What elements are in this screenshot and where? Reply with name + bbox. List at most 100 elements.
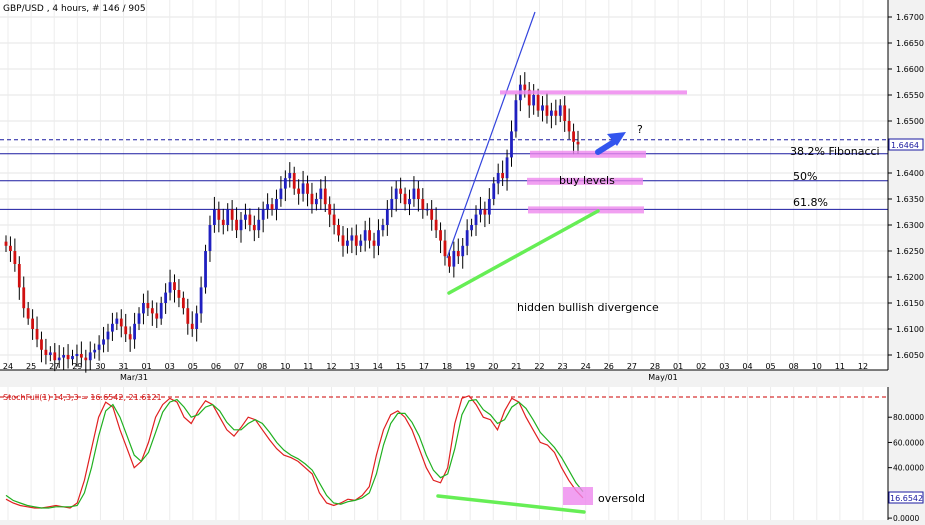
time-tick-label: 31 (118, 362, 128, 371)
divergence-label: hidden bullish divergence (517, 301, 659, 314)
time-tick-label: 12 (858, 362, 868, 371)
current-price-tag (888, 138, 924, 151)
divergence-line-stoch (436, 494, 586, 514)
time-tick-label: 14 (373, 362, 383, 371)
time-tick-label: 27 (627, 362, 637, 371)
price-tick-label: 1.6600 (896, 65, 924, 74)
candle-bear (536, 95, 540, 111)
resistance-band (500, 90, 687, 95)
candle-bull (425, 209, 429, 211)
time-tick-label: 01 (142, 362, 152, 371)
candle-bear (181, 297, 185, 309)
candle-bear (368, 230, 371, 241)
price-tick-label: 1.6550 (896, 91, 924, 100)
candle-bull (71, 356, 74, 360)
time-tick-label: 12 (326, 362, 336, 371)
candle-bull (470, 225, 473, 231)
candle-bear (31, 318, 35, 329)
candle-bull (111, 323, 114, 332)
time-tick-label: 22 (534, 362, 544, 371)
month-label: Mar/31 (120, 373, 148, 382)
price-tick-label: 1.6650 (896, 39, 924, 48)
candle-bear (292, 173, 296, 189)
time-tick-label: 27 (49, 362, 59, 371)
price-plot-area[interactable] (0, 0, 888, 370)
candle-bull (204, 251, 207, 288)
candle-bull (301, 183, 305, 194)
candle-bull (137, 313, 141, 324)
candle-bear (230, 209, 234, 220)
price-tick-label: 1.6050 (896, 351, 924, 360)
time-tick-label: 03 (165, 362, 175, 371)
candle-bear (26, 308, 30, 319)
time-tick-label: 19 (465, 362, 475, 371)
time-tick-label: 07 (234, 362, 244, 371)
candle-bear (40, 339, 43, 350)
candle-bull (541, 105, 544, 111)
candle-bull (479, 209, 482, 215)
price-tick-label: 1.6250 (896, 247, 924, 256)
candle-bear (567, 121, 571, 132)
candle-bear (53, 352, 57, 361)
candle-bear (248, 214, 252, 225)
candle-bear (323, 188, 327, 205)
candle-bull (57, 357, 61, 361)
candle-bear (332, 214, 336, 225)
month-label: May/01 (648, 373, 677, 382)
candle-bull (452, 251, 456, 267)
candle-bear (155, 313, 159, 319)
candle-bull (377, 230, 380, 246)
candle-bull (97, 344, 101, 350)
candle-bull (115, 318, 119, 324)
time-tick-label: 25 (26, 362, 36, 371)
candle-bull (195, 313, 199, 329)
candle-bear (439, 230, 442, 241)
time-tick-label: 24 (581, 362, 591, 371)
level-lines (0, 139, 888, 210)
candle-bull (314, 199, 318, 205)
candle-bull (106, 331, 110, 340)
fib-618-label: 61.8% (793, 196, 828, 209)
time-tick-label: 11 (303, 362, 313, 371)
candle-bull (239, 219, 243, 231)
candle-bear (173, 282, 176, 290)
candle-bear (403, 193, 407, 205)
time-tick-label: 11 (835, 362, 845, 371)
candle-bear (128, 334, 132, 340)
candle-bull (48, 352, 52, 355)
candle-bear (337, 225, 340, 236)
time-tick-label: 24 (3, 362, 13, 371)
time-tick-label: 08 (257, 362, 267, 371)
candle-bear (235, 219, 238, 231)
time-tick-label: 02 (696, 362, 706, 371)
candle-bull (350, 235, 354, 241)
candle-bull (549, 110, 553, 116)
candle-bull (213, 209, 216, 225)
fib-50-label: 50% (793, 170, 817, 183)
candle-bull (283, 178, 287, 189)
candle-bull (275, 199, 278, 210)
candle-bull (288, 173, 292, 179)
price-tick-label: 1.6300 (896, 221, 924, 230)
candle-bear (13, 251, 17, 264)
current-price-value: 1.6464 (891, 141, 919, 150)
candle-bull (487, 199, 491, 215)
candle-bull (88, 352, 92, 361)
time-tick-label: 20 (488, 362, 498, 371)
chart-title: GBP/USD , 4 hours, # 146 / 905 (3, 4, 146, 14)
candle-bull (510, 131, 513, 158)
candle-bull (266, 204, 270, 210)
candle-bear (297, 188, 301, 194)
time-tick-label: 03 (719, 362, 729, 371)
price-tick-label: 1.6400 (896, 169, 924, 178)
candle-bull (558, 105, 562, 116)
candle-bull (381, 225, 385, 231)
candle-bear (252, 225, 256, 231)
drawings (446, 11, 687, 295)
candle-bull (346, 240, 349, 246)
steep-trendline (446, 11, 536, 259)
stoch-tick-label: 60.0000 (893, 438, 924, 447)
candle-bear (448, 256, 451, 267)
candle-bear (119, 318, 123, 327)
